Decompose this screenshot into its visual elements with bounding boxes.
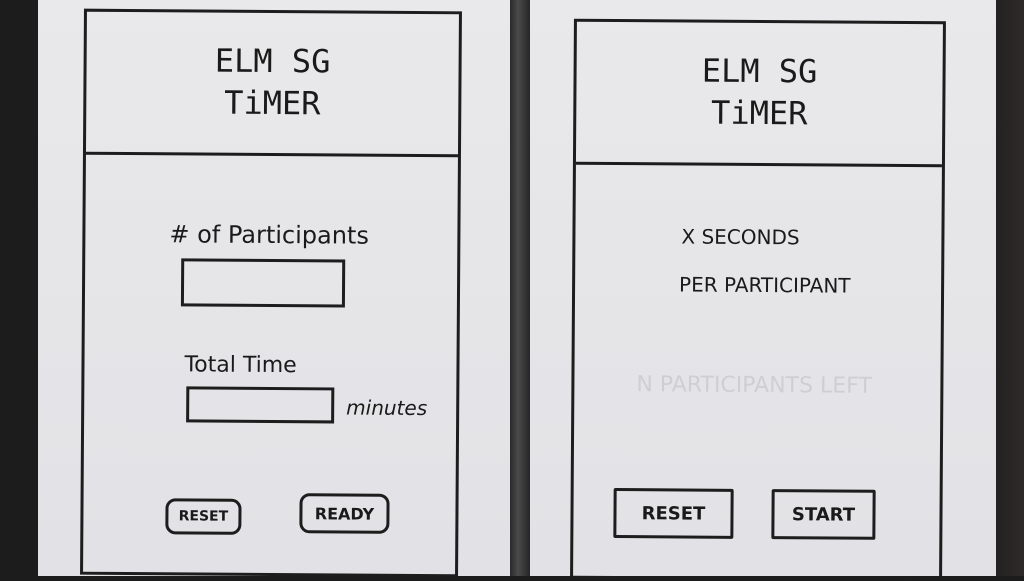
setup-screen: ELM SG TiMER # of Participants Total Tim… [80, 8, 462, 578]
app-title-line2: TiMER [711, 93, 808, 133]
timer-screen: ELM SG TiMER X SECONDS PER PARTICIPANT N… [570, 18, 946, 581]
participants-input[interactable] [180, 258, 346, 308]
participants-label: # of Participants [169, 220, 369, 250]
app-title-line1: ELM SG [214, 42, 331, 81]
seconds-per-participant-value: X SECONDS [681, 224, 800, 250]
app-header: ELM SG TiMER [85, 11, 459, 158]
app-header: ELM SG TiMER [575, 21, 943, 168]
minutes-unit-label: minutes [346, 395, 428, 421]
sheet-gap [510, 0, 530, 576]
total-time-label: Total Time [184, 352, 297, 379]
reset-button[interactable]: RESET [613, 487, 734, 539]
right-sketch-sheet: ELM SG TiMER X SECONDS PER PARTICIPANT N… [530, 0, 996, 581]
ready-button[interactable]: READY [299, 493, 390, 534]
background-edge [996, 0, 1024, 576]
left-sketch-sheet: ELM SG TiMER # of Participants Total Tim… [38, 0, 510, 578]
per-participant-label: PER PARTICIPANT [679, 272, 851, 298]
participants-left-text: N PARTICIPANTS LEFT [636, 372, 872, 399]
app-title-line2: TiMER [224, 83, 321, 123]
total-time-input[interactable] [186, 386, 335, 424]
app-title-line1: ELM SG [701, 52, 818, 91]
reset-button[interactable]: RESET [165, 498, 242, 535]
start-button[interactable]: START [771, 489, 876, 540]
